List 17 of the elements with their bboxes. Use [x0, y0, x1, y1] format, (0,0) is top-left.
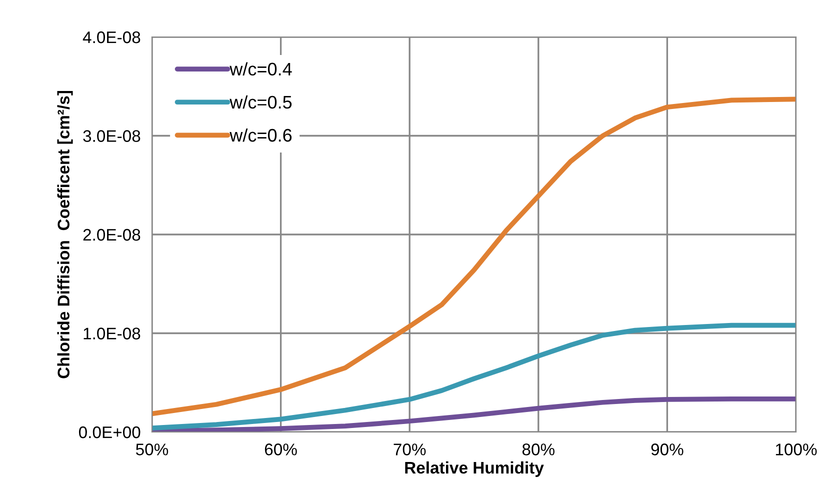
- line-series: [152, 96, 796, 416]
- y-tick-label: 0.0E+00: [78, 426, 140, 438]
- x-tick-label: 100%: [776, 444, 817, 456]
- x-tick-label: 90%: [651, 444, 684, 456]
- x-tick-label: 60%: [264, 444, 297, 456]
- y-axis-title: Chloride Diffision Coefficent [cm²/s]: [57, 90, 73, 378]
- y-tick-label: 2.0E-08: [83, 228, 140, 241]
- x-axis-title: Relative Humidity: [405, 461, 544, 477]
- y-tick-label: 3.0E-08: [83, 130, 140, 142]
- legend-label: w/c=0.4: [230, 62, 292, 76]
- legend-label: w/c=0.6: [230, 128, 292, 142]
- x-tick-label: 80%: [522, 444, 554, 456]
- x-tick-label: 50%: [136, 444, 168, 456]
- y-tick-label: 4.0E-08: [82, 31, 140, 44]
- y-tick-label: 1.0E-08: [84, 328, 140, 340]
- x-tick-label: 70%: [394, 444, 426, 456]
- legend-label: w/c=0.5: [230, 95, 292, 109]
